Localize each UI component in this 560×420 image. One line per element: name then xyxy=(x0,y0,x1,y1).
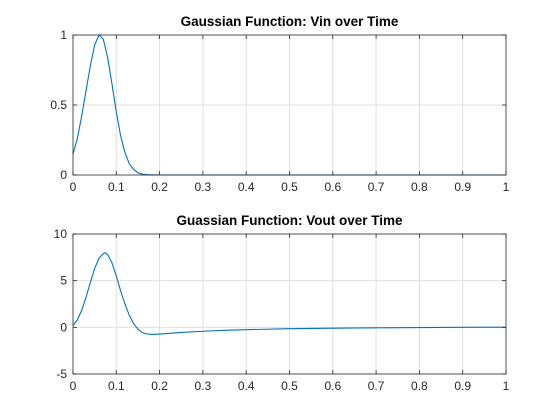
vin-ytick-label-0: 0 xyxy=(60,168,67,182)
vout-ytick-label-2: 5 xyxy=(60,274,67,288)
vout-xtick-label-2: 0.2 xyxy=(151,379,168,393)
vout-ytick-label-0: -5 xyxy=(56,367,67,381)
vout-xtick-label-10: 1 xyxy=(503,379,510,393)
vin-xtick-label-6: 0.6 xyxy=(324,180,341,194)
vin-chart-title: Gaussian Function: Vin over Time xyxy=(181,14,399,29)
vout-ytick-label-1: 0 xyxy=(60,320,67,334)
vout-chart-title: Guassian Function: Vout over Time xyxy=(176,213,403,228)
vout-xtick-label-4: 0.4 xyxy=(238,379,255,393)
vin-xtick-label-3: 0.3 xyxy=(195,180,212,194)
vin-xtick-label-4: 0.4 xyxy=(238,180,255,194)
vin-xtick-label-5: 0.5 xyxy=(281,180,298,194)
vout-xtick-label-5: 0.5 xyxy=(281,379,298,393)
vin-xtick-label-9: 0.9 xyxy=(454,180,471,194)
vout-series-line-0 xyxy=(72,252,507,335)
vin-axes: 0 0.1 0.2 0.3 0.4 0.5 0.6 0.7 0.8 0.9 1 0 0.5 1 Gaussi… xyxy=(50,14,509,194)
vin-ytick-label-2: 1 xyxy=(60,28,67,42)
vin-xtick-label-2: 0.2 xyxy=(151,180,168,194)
vout-ytick-label-3: 10 xyxy=(54,227,68,241)
vin-ytick-label-1: 0.5 xyxy=(50,98,67,112)
vout-xtick-label-9: 0.9 xyxy=(454,379,471,393)
vout-xtick-label-6: 0.6 xyxy=(324,379,341,393)
vout-xtick-label-1: 0.1 xyxy=(108,379,125,393)
vin-xtick-label-7: 0.7 xyxy=(368,180,385,194)
vout-xtick-label-8: 0.8 xyxy=(411,379,428,393)
vin-xtick-label-0: 0 xyxy=(70,180,77,194)
vout-xtick-label-0: 0 xyxy=(70,379,77,393)
vin-xtick-label-8: 0.8 xyxy=(411,180,428,194)
vout-axes: 0 0.1 0.2 0.3 0.4 0.5 0.6 0.7 0.8 0.9 1-50510Guass… xyxy=(54,213,510,393)
vin-xtick-label-10: 1 xyxy=(503,180,510,194)
vout-xtick-label-3: 0.3 xyxy=(195,379,212,393)
vin-xtick-label-1: 0.1 xyxy=(108,180,125,194)
vout-xtick-label-7: 0.7 xyxy=(368,379,385,393)
